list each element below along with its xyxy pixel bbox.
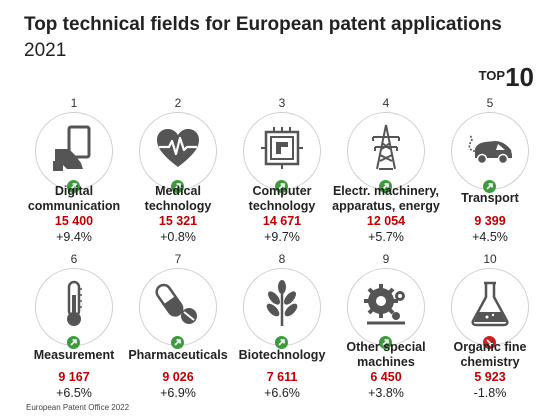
- field-change: +9.7%: [264, 230, 300, 244]
- field-rank: 4: [382, 96, 390, 110]
- thermometer-icon: [67, 280, 82, 326]
- chip-icon: [261, 127, 303, 169]
- field-rank: 5: [486, 96, 494, 110]
- flask-icon: [471, 281, 509, 327]
- field-rank: 2: [174, 96, 182, 110]
- field-count: 9 399: [474, 214, 506, 228]
- trend-down-icon: [483, 336, 496, 349]
- footer-source: European Patent Office 2022: [26, 403, 130, 412]
- field-change: +0.8%: [160, 230, 196, 244]
- page-subtitle: 2021: [24, 40, 67, 61]
- icon-circle: [451, 268, 529, 346]
- icon-circle: [35, 112, 113, 190]
- trend-up-icon: [275, 180, 288, 193]
- trend-up-icon: [171, 336, 184, 349]
- field-count: 12 054: [366, 214, 406, 228]
- digital-communication-icon: [53, 125, 91, 171]
- field-change: +6.6%: [264, 386, 300, 400]
- icon-circle: [35, 268, 113, 346]
- field-label: Digital communication: [27, 184, 121, 213]
- trend-up-icon: [171, 180, 184, 193]
- field-change: +3.8%: [368, 386, 404, 400]
- icon-circle: [243, 268, 321, 346]
- field-count: 9 167: [58, 370, 90, 384]
- field-rank: 10: [483, 252, 497, 266]
- pills-icon: [155, 283, 197, 324]
- trend-up-icon: [379, 336, 392, 349]
- field-change: -1.8%: [473, 386, 507, 400]
- field-change: +4.5%: [472, 230, 508, 244]
- top-number: 10: [505, 62, 534, 92]
- field-count: 15 321: [158, 214, 198, 228]
- field-label: Pharmaceuticals: [128, 348, 228, 362]
- trend-up-icon: [67, 180, 80, 193]
- field-count: 15 400: [54, 214, 94, 228]
- field-label: Biotechnology: [238, 348, 326, 362]
- icon-circle: [451, 112, 529, 190]
- icon-circle: [139, 112, 217, 190]
- field-rank: 8: [278, 252, 286, 266]
- field-change: +5.7%: [368, 230, 404, 244]
- field-label: Electr. machinery, apparatus, energy: [332, 184, 440, 213]
- field-label: Transport: [461, 191, 519, 205]
- icon-circle: [347, 268, 425, 346]
- field-change: +9.4%: [56, 230, 92, 244]
- field-rank: 1: [70, 96, 78, 110]
- icon-circle: [139, 268, 217, 346]
- field-rank: 9: [382, 252, 390, 266]
- power-pylon-icon: [372, 124, 400, 170]
- trend-up-icon: [483, 180, 496, 193]
- heart-pulse-icon: [157, 129, 199, 167]
- field-count: 5 923: [474, 370, 506, 384]
- field-count: 7 611: [266, 370, 298, 384]
- plant-icon: [266, 280, 298, 326]
- field-label: Organic fine chemistry: [453, 340, 527, 369]
- trend-up-icon: [275, 336, 288, 349]
- field-label: Measurement: [33, 348, 115, 362]
- field-label: Computer technology: [248, 184, 316, 213]
- field-label: Medical technology: [144, 184, 212, 213]
- trend-up-icon: [67, 336, 80, 349]
- top10-badge: TOP10: [479, 64, 534, 91]
- machine-gears-icon: [364, 284, 405, 325]
- field-change: +6.5%: [56, 386, 92, 400]
- icon-circle: [243, 112, 321, 190]
- field-count: 6 450: [370, 370, 402, 384]
- electric-car-icon: [468, 134, 512, 165]
- trend-up-icon: [379, 180, 392, 193]
- field-rank: 3: [278, 96, 286, 110]
- field-count: 14 671: [262, 214, 302, 228]
- field-change: +6.9%: [160, 386, 196, 400]
- field-label: Other special machines: [346, 340, 426, 369]
- icon-circle: [347, 112, 425, 190]
- field-rank: 6: [70, 252, 78, 266]
- page-title: Top technical fields for European patent…: [24, 14, 502, 35]
- top-label: TOP: [478, 68, 506, 83]
- field-rank: 7: [174, 252, 182, 266]
- field-count: 9 026: [162, 370, 194, 384]
